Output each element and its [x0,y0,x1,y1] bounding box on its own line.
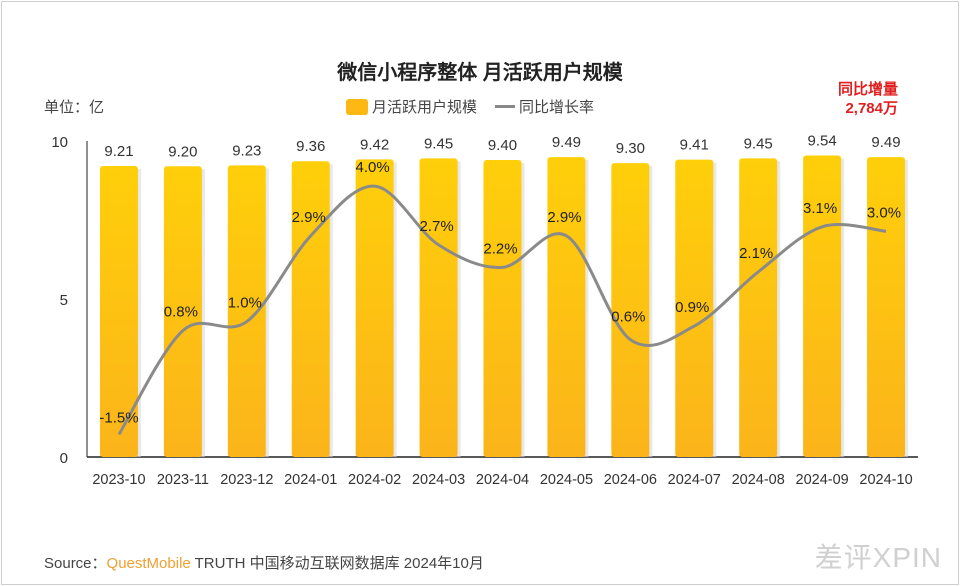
x-tick-label: 2024-04 [476,472,529,488]
bar-value-label: 9.21 [104,143,133,160]
bar [611,163,650,457]
bar-value-label: 9.23 [232,142,261,159]
growth-rate-label: 3.1% [803,200,837,217]
legend-bar-label: 月活跃用户规模 [372,99,478,116]
x-tick-label: 2024-07 [668,472,721,488]
growth-rate-label: 4.0% [356,159,390,176]
source-note: Source：QuestMobile TRUTH 中国移动互联网数据库 2024… [44,552,484,573]
x-tick-label: 2024-09 [796,472,849,488]
growth-rate-label: 2.2% [483,240,517,257]
x-tick-label: 2024-08 [732,472,785,488]
source-brand: QuestMobile [106,555,191,572]
bar [227,165,266,457]
unit-label: 单位：亿 [44,99,105,116]
source-prefix: Source： [44,555,107,572]
bar-value-label: 9.42 [360,136,389,153]
legend: 月活跃用户规模 同比增长率 [346,96,594,117]
bar [547,157,586,457]
bar-value-label: 9.45 [744,135,773,152]
bar [483,159,522,457]
source-rest: TRUTH 中国移动互联网数据库 2024年10月 [190,555,484,572]
x-tick-label: 2023-11 [157,472,209,488]
bar [675,159,714,458]
bar [867,157,906,457]
x-tick-label: 2024-06 [604,472,657,488]
growth-rate-label: -1.5% [99,409,138,426]
bar [163,166,202,457]
y-tick-label: 10 [51,134,68,151]
bar-value-label: 9.40 [488,137,517,154]
growth-rate-label: 3.0% [867,204,901,221]
growth-rate-label: 2.7% [419,218,453,235]
bar [419,158,458,457]
x-tick-label: 2024-01 [284,472,337,488]
legend-line-swatch [495,105,516,108]
bar [291,161,330,457]
x-tick-label: 2023-12 [220,472,273,488]
growth-rate-label: 1.0% [228,295,262,312]
x-tick-label: 2024-05 [540,472,593,488]
legend-item-bar: 月活跃用户规模 [346,96,477,117]
growth-rate-line [117,184,887,436]
bar-value-label: 9.36 [296,138,325,155]
y-tick-label: 5 [60,292,68,309]
watermark: 差评XPIN [814,542,942,573]
bar-value-label: 9.20 [168,143,197,160]
bar-value-label: 9.54 [808,133,837,150]
growth-rate-label: 0.8% [164,304,198,321]
chart-title: 微信小程序整体 月活跃用户规模 [337,62,623,84]
note-line1: 同比增量 [837,81,898,98]
growth-rate-label: 0.9% [675,299,709,316]
growth-rate-label: 2.1% [739,245,773,262]
bar-value-label: 9.49 [871,134,900,151]
bar [355,159,394,457]
x-tick-label: 2024-03 [412,472,465,488]
y-tick-label: 0 [60,450,68,467]
x-tick-label: 2024-10 [859,472,912,488]
legend-bar-swatch [346,98,368,115]
bar-value-label: 9.41 [680,137,709,154]
bar [99,165,138,458]
yoy-increase-note: 同比增量 2,784万 [838,80,898,118]
bar-value-label: 9.45 [424,135,453,152]
legend-line-label: 同比增长率 [519,99,595,116]
bar-value-label: 9.30 [616,140,645,157]
bar-value-label: 9.49 [552,134,581,151]
growth-rate-label: 0.6% [611,309,645,326]
growth-rate-label: 2.9% [292,209,326,226]
bar [739,158,778,457]
x-tick-label: 2023-10 [92,472,145,488]
growth-rate-label: 2.9% [547,209,581,226]
x-tick-label: 2024-02 [348,472,401,488]
legend-item-line: 同比增长率 [495,96,594,117]
note-line2: 2,784万 [845,100,898,117]
